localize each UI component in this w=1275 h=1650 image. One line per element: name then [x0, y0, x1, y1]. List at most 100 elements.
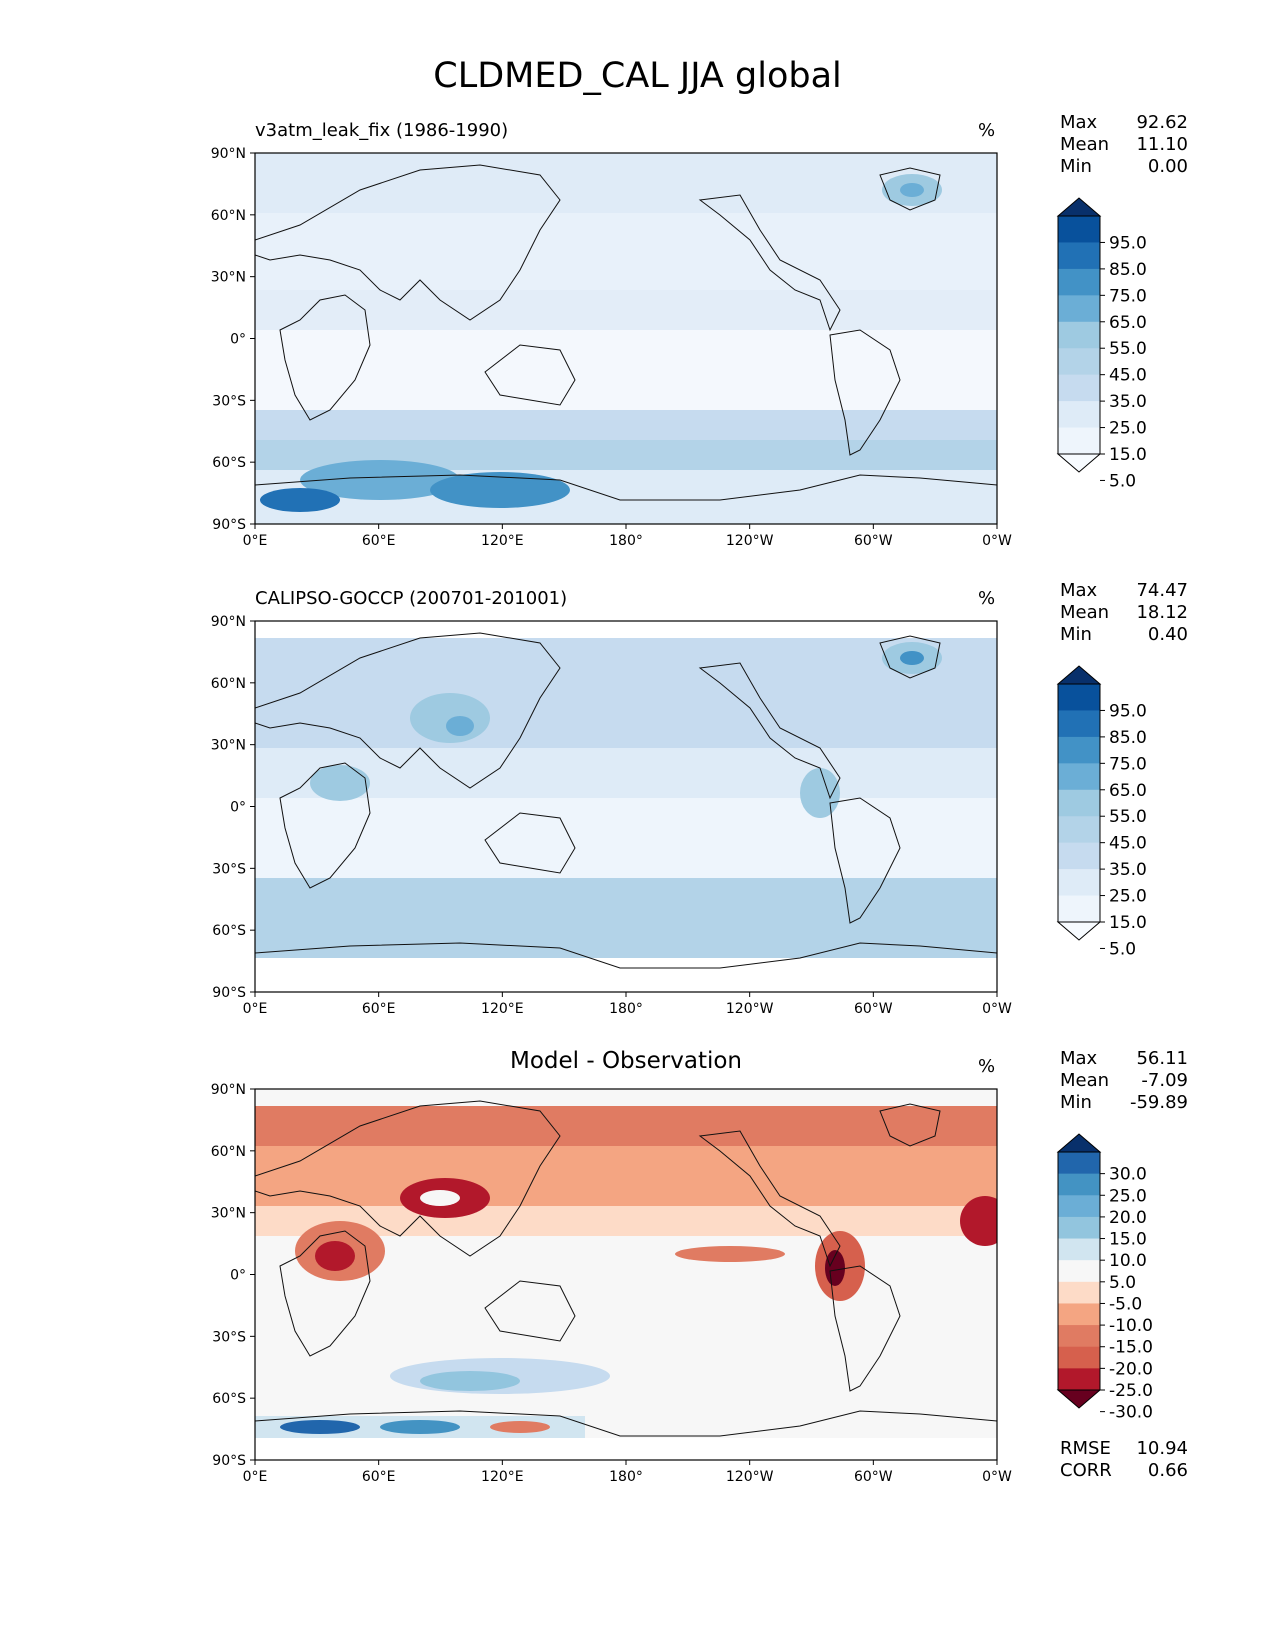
colorbar-tick-label: 45.0 — [1109, 366, 1147, 386]
colorbar: 30.025.020.015.010.05.0-5.0-10.0-15.0-20… — [1056, 1133, 1153, 1423]
lon-tick-label: 120°E — [481, 1469, 524, 1485]
colorbar-tick-label: 75.0 — [1109, 286, 1147, 306]
figure-title: CLDMED_CAL JJA global — [433, 56, 842, 96]
colorbar-tick-label: 20.0 — [1109, 1208, 1147, 1228]
max-value: 92.62 — [1136, 112, 1188, 133]
colorbar-extend-top — [1056, 197, 1102, 217]
units-label: % — [978, 588, 996, 609]
mean-label: Mean — [1060, 602, 1110, 623]
max-value: 56.11 — [1136, 1048, 1188, 1069]
max-value: 74.47 — [1136, 580, 1188, 601]
colorbar-segment — [1058, 1173, 1100, 1196]
map-observation: 90°N 60°N 30°N 0° 30°S 60°S 90°S 0°E 60°E 120°E 1… — [211, 614, 1012, 1017]
colorbar: 95.0 85.0 75.0 65.0 55.0 45.0 35.0 25.0 15.0 5.0 — [1056, 197, 1147, 490]
colorbar-tick-label: 25.0 — [1109, 1186, 1147, 1206]
colorbar-tick-label: -5.0 — [1109, 1294, 1142, 1314]
colorbar: 95.0 85.0 75.0 65.0 55.0 45.0 35.0 25.0 15.0 5.0 — [1056, 665, 1147, 958]
colorbar-tick-label: -10.0 — [1109, 1316, 1153, 1336]
colorbar-segment — [1058, 401, 1100, 429]
lon-tick-label: 60°W — [854, 1469, 893, 1485]
map-difference: 90°N 60°N 30°N 0° 30°S 60°S 90°S 0°E 60°E 120°E 1… — [211, 1082, 1012, 1485]
colorbar-extend-top — [1056, 1133, 1102, 1153]
mean-value: 18.12 — [1136, 602, 1188, 623]
lon-tick-label: 60°E — [362, 1001, 396, 1017]
colorbar-segment — [1058, 1303, 1100, 1326]
colorbar-tick-label: -25.0 — [1109, 1381, 1153, 1401]
lat-axis: 90°N 60°N 30°N 0° 30°S 60°S 90°S — [211, 146, 255, 533]
colorbar-tick-label: 85.0 — [1109, 728, 1147, 748]
lon-tick-label: 60°W — [854, 1001, 893, 1017]
min-value: -59.89 — [1129, 1092, 1188, 1113]
lat-tick-label: 60°N — [211, 208, 246, 224]
colorbar-extend-bottom — [1056, 1389, 1102, 1409]
min-value: 0.40 — [1147, 624, 1188, 645]
rmse-value: 10.94 — [1136, 1438, 1188, 1459]
colorbar-tick-label: 25.0 — [1109, 419, 1147, 439]
mean-label: Mean — [1060, 1070, 1110, 1091]
metrics-block: RMSE 10.94 CORR 0.66 — [1060, 1438, 1188, 1482]
colorbar-segment — [1058, 736, 1100, 764]
lat-tick-label: 30°S — [212, 1329, 246, 1345]
colorbar-outline — [1057, 1151, 1101, 1391]
colorbar-tick-label: 10.0 — [1109, 1251, 1147, 1271]
colorbar-extend-bottom — [1056, 921, 1102, 941]
colorbar-tick-label: 5.0 — [1109, 471, 1136, 490]
colorbar-tick-label: 35.0 — [1109, 392, 1147, 412]
lon-tick-label: 180° — [609, 1001, 643, 1017]
colorbar-segment — [1058, 1238, 1100, 1261]
lat-axis: 90°N 60°N 30°N 0° 30°S 60°S 90°S — [211, 1082, 255, 1469]
colorbar-outline — [1057, 683, 1101, 923]
colorbar-tick-label: 25.0 — [1109, 887, 1147, 907]
colorbar-segment — [1058, 1368, 1100, 1391]
lat-tick-label: 90°N — [211, 614, 246, 630]
colorbar-segment — [1058, 295, 1100, 323]
rmse-label: RMSE — [1060, 1438, 1111, 1459]
max-label: Max — [1060, 1048, 1098, 1069]
lat-tick-label: 30°N — [211, 270, 246, 286]
colorbar-segment — [1058, 242, 1100, 270]
colorbar-segment — [1058, 1325, 1100, 1348]
min-label: Min — [1060, 1092, 1092, 1113]
lat-tick-label: 60°S — [212, 455, 246, 471]
min-label: Min — [1060, 156, 1092, 177]
panel-model: v3atm_leak_fix (1986-1990) % Max 92.62 Me… — [0, 112, 1275, 580]
panel-title: CALIPSO-GOCCP (200701-201001) — [255, 588, 568, 609]
colorbar-segment — [1058, 348, 1100, 376]
mean-value: -7.09 — [1141, 1070, 1188, 1091]
lon-tick-label: 0°E — [243, 533, 268, 549]
panel-observation: CALIPSO-GOCCP (200701-201001) % Max 74.47… — [0, 580, 1275, 1048]
colorbar-tick-label: 15.0 — [1109, 1230, 1147, 1250]
mean-label: Mean — [1060, 134, 1110, 155]
lat-tick-label: 60°S — [212, 1391, 246, 1407]
lat-tick-label: 0° — [230, 332, 246, 348]
lon-tick-label: 120°E — [481, 1001, 524, 1017]
lon-tick-label: 60°W — [854, 533, 893, 549]
lat-tick-label: 90°S — [212, 517, 246, 533]
stats-block: Max 92.62 Mean 11.10 Min 0.00 — [1060, 112, 1188, 178]
lat-tick-label: 60°S — [212, 923, 246, 939]
colorbar-tick-label: 30.0 — [1109, 1165, 1147, 1185]
lat-tick-label: 0° — [230, 1268, 246, 1284]
mean-value: 11.10 — [1136, 134, 1188, 155]
panel-difference: Model - Observation % Max 56.11 Mean -7.09… — [0, 1048, 1275, 1516]
colorbar-segment — [1058, 684, 1100, 711]
lon-tick-label: 120°W — [726, 1469, 774, 1485]
colorbar-segment — [1058, 1260, 1100, 1283]
colorbar-tick-label: 15.0 — [1109, 913, 1147, 933]
colorbar-segment — [1058, 427, 1100, 455]
colorbar-tick-label: 65.0 — [1109, 781, 1147, 801]
colorbar-segment — [1058, 816, 1100, 844]
lat-tick-label: 90°N — [211, 146, 246, 162]
colorbar-segment — [1058, 268, 1100, 296]
lon-tick-label: 180° — [609, 533, 643, 549]
lon-tick-label: 180° — [609, 1469, 643, 1485]
colorbar-tick-label: 55.0 — [1109, 339, 1147, 359]
colorbar-segment — [1058, 216, 1100, 243]
colorbar-tick-label: 35.0 — [1109, 860, 1147, 880]
lat-tick-label: 0° — [230, 800, 246, 816]
corr-value: 0.66 — [1147, 1460, 1188, 1481]
lat-tick-label: 30°N — [211, 1206, 246, 1222]
lat-axis: 90°N 60°N 30°N 0° 30°S 60°S 90°S — [211, 614, 255, 1001]
lat-tick-label: 60°N — [211, 676, 246, 692]
corr-label: CORR — [1060, 1460, 1112, 1481]
